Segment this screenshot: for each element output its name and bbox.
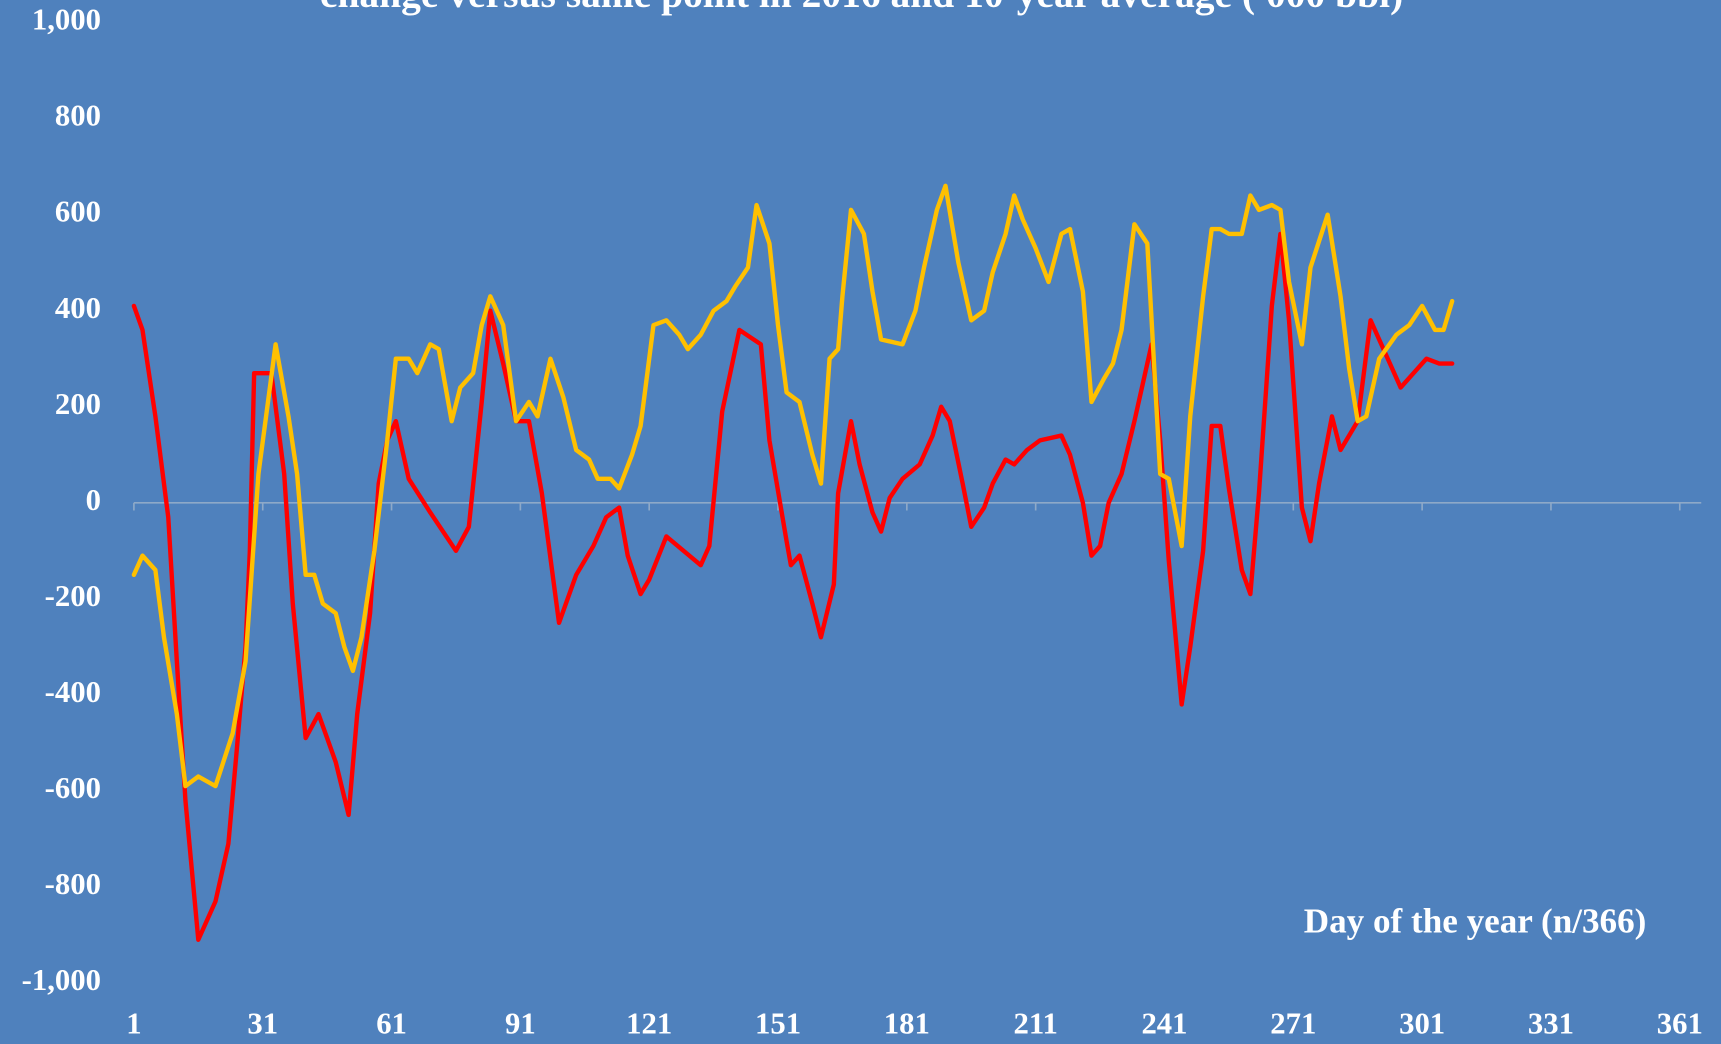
x-tick-label: 211 bbox=[1013, 1006, 1057, 1040]
x-tick-label: 181 bbox=[884, 1006, 930, 1040]
x-tick-label: 331 bbox=[1528, 1006, 1574, 1040]
x-tick-label: 151 bbox=[755, 1006, 801, 1040]
data-line bbox=[131, 231, 1455, 942]
x-axis-label: Day of the year (n/366) bbox=[1304, 901, 1647, 940]
y-tick-label: -800 bbox=[45, 867, 101, 901]
y-tick-label: 600 bbox=[55, 195, 101, 229]
x-tick-label: 121 bbox=[626, 1006, 672, 1040]
y-tick-label: -600 bbox=[45, 771, 101, 805]
y-tick-label: 800 bbox=[55, 99, 101, 133]
x-tick-label: 31 bbox=[247, 1006, 278, 1040]
y-tick-label: 1,000 bbox=[32, 3, 101, 37]
x-tick-label: 61 bbox=[376, 1006, 407, 1040]
y-tick-label: -400 bbox=[45, 675, 101, 709]
x-tick-label: 271 bbox=[1270, 1006, 1316, 1040]
x-tick-label: 1 bbox=[126, 1006, 141, 1040]
x-tick-label: 361 bbox=[1657, 1006, 1703, 1040]
y-tick-label: 200 bbox=[55, 387, 101, 421]
y-tick-label: 400 bbox=[55, 291, 101, 325]
x-tick-label: 301 bbox=[1399, 1006, 1445, 1040]
y-tick-label: -200 bbox=[45, 579, 101, 613]
x-tick-label: 91 bbox=[505, 1006, 536, 1040]
data-line bbox=[131, 183, 1455, 789]
chart-title: change versus same point in 2016 and 10-… bbox=[320, 0, 1403, 16]
x-tick-label: 241 bbox=[1141, 1006, 1187, 1040]
y-tick-label: 0 bbox=[86, 483, 101, 517]
y-tick-label: -1,000 bbox=[22, 963, 101, 997]
